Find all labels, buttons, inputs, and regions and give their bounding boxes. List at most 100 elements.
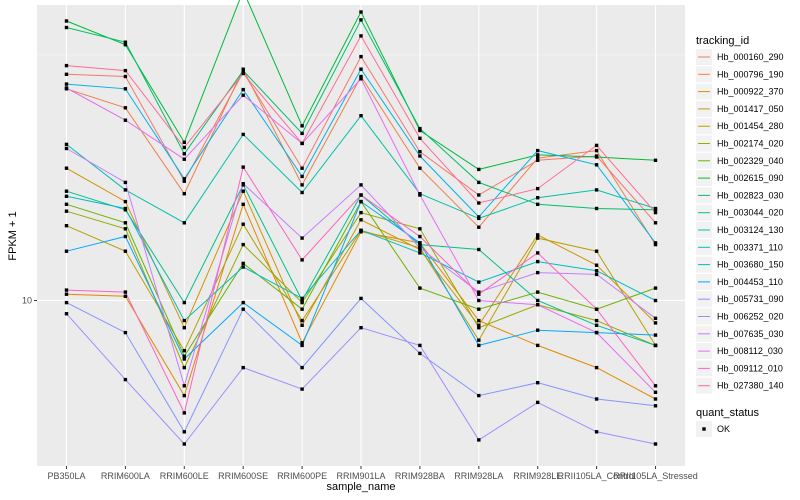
data-point-Hb_000160_290-RRIM600PE [300, 166, 304, 170]
x-tick-label: RRII105LA_Stressed [613, 471, 698, 481]
data-point-Hb_002329_040-RRIM928LA [477, 307, 481, 311]
data-point-Hb_003044_020-RRIM928LE [536, 298, 540, 303]
data-point-Hb_003371_110-PB350LA [64, 194, 69, 198]
data-point-Hb_002329_040-PB350LA [64, 202, 69, 206]
data-point-Hb_002174_020-RRII105LA_Control [594, 318, 599, 323]
data-point-Hb_001454_280-PB350LA [64, 224, 69, 228]
data-point-Hb_000922_370-RRIM600PE [300, 341, 304, 345]
data-point-Hb_009112_010-RRIM600LE [182, 411, 186, 415]
x-tick-label: RRIM600PE [277, 471, 327, 481]
data-point-Hb_007635_030-RRIM928BA [418, 246, 422, 250]
data-point-Hb_007635_030-RRIM928LA [477, 290, 481, 294]
data-point-Hb_002615_090-RRIM928BA [418, 128, 422, 133]
legend-color-entries: Hb_000160_290 Hb_000796_190 Hb_000922_370 H… [696, 49, 784, 394]
data-point-Hb_005731_090-RRIM928BA [418, 351, 422, 356]
data-point-Hb_027380_140-RRII105LA_Stressed [653, 210, 658, 215]
data-point-Hb_001417_050-RRIM928LA [477, 323, 481, 327]
data-point-Hb_007635_030-PB350LA [64, 146, 69, 151]
x-axis-title: sample_name [326, 481, 395, 493]
data-point-Hb_003680_150-RRIM600LA [123, 87, 128, 91]
legend-label-Hb_009112_010: Hb_009112_010 [717, 363, 783, 373]
data-point-Hb_009112_010-RRIM600SE [241, 165, 245, 169]
data-point-Hb_009112_010-RRIM928LA [477, 292, 481, 296]
data-point-Hb_004453_110-RRIM928LA [477, 343, 481, 348]
data-point-Hb_009112_010-RRIM901LA [359, 193, 363, 197]
data-point-Hb_027380_140-RRIM928LE [536, 186, 540, 191]
data-point-Hb_002615_090-RRII105LA_Control [594, 155, 599, 159]
data-point-Hb_002615_090-RRIM600PE [300, 124, 304, 128]
data-point-Hb_000160_290-RRIM901LA [359, 54, 363, 59]
data-point-Hb_001417_050-RRIM901LA [359, 218, 363, 222]
data-point-Hb_001454_280-RRIM600PE [300, 318, 304, 323]
legend-label-Hb_003044_020: Hb_003044_020 [717, 208, 784, 218]
data-point-Hb_008112_030-RRIM928LA [477, 298, 481, 303]
legend-color-title: tracking_id [696, 35, 749, 47]
data-point-Hb_000796_190-RRIM928BA [418, 166, 422, 170]
data-point-Hb_027380_140-RRIM600LE [182, 145, 186, 150]
data-point-Hb_003371_110-RRII105LA_Stressed [653, 298, 658, 303]
data-point-Hb_004453_110-RRIM928LE [536, 328, 540, 332]
data-point-Hb_000160_290-RRIM600LE [182, 179, 186, 183]
data-point-Hb_003680_150-RRIM600LE [182, 177, 186, 181]
data-point-Hb_000796_190-RRIM901LA [359, 74, 363, 79]
data-point-Hb_002615_090-RRIM901LA [359, 10, 363, 14]
data-point-Hb_008112_030-RRII105LA_Control [594, 330, 599, 335]
data-point-Hb_027380_140-RRIM928LA [477, 201, 481, 205]
data-point-Hb_008112_030-RRIM928BA [418, 193, 422, 197]
data-point-Hb_000796_190-RRII105LA_Control [594, 148, 599, 153]
data-point-Hb_001417_050-RRIM600LE [182, 326, 186, 330]
data-point-Hb_004453_110-RRIM600PE [300, 343, 304, 348]
data-point-Hb_002174_020-RRIM928BA [418, 227, 422, 231]
data-point-Hb_004453_110-RRII105LA_Stressed [653, 333, 658, 337]
data-point-Hb_008112_030-PB350LA [64, 86, 69, 90]
data-point-Hb_002823_030-RRII105LA_Control [594, 206, 599, 211]
data-point-Hb_002174_020-RRIM600PE [300, 300, 304, 305]
data-point-Hb_003044_020-RRII105LA_Stressed [653, 343, 658, 348]
legend-label-Hb_004453_110: Hb_004453_110 [717, 277, 783, 287]
data-point-Hb_002174_020-PB350LA [64, 209, 69, 213]
data-point-Hb_027380_140-RRIM600PE [300, 141, 304, 146]
data-point-Hb_009112_010-RRIM928LE [536, 251, 540, 255]
data-point-Hb_001454_280-RRIM928LE [536, 236, 540, 240]
data-point-Hb_002329_040-RRIM928BA [418, 286, 422, 290]
legend-label-Hb_002329_040: Hb_002329_040 [717, 156, 784, 166]
data-point-Hb_003680_150-RRIM901LA [359, 67, 363, 71]
data-point-Hb_002329_040-RRIM600PE [300, 307, 304, 311]
data-point-Hb_007635_030-RRIM600LA [123, 180, 128, 185]
data-point-Hb_003680_150-RRIM928LE [536, 148, 540, 153]
data-point-Hb_002329_040-RRIM928LE [536, 290, 540, 294]
data-point-Hb_000160_290-RRIM928BA [418, 150, 422, 154]
data-point-Hb_003680_150-RRIM600PE [300, 174, 304, 179]
data-point-Hb_007635_030-RRIM600LE [182, 384, 186, 388]
data-point-Hb_027380_140-RRII105LA_Control [594, 143, 599, 148]
data-point-Hb_002823_030-RRIM600LA [123, 40, 128, 44]
data-point-Hb_003371_110-RRIM600LA [123, 206, 128, 211]
data-point-Hb_004453_110-RRIM600LA [123, 234, 128, 239]
data-point-Hb_002174_020-RRIM600LA [123, 227, 128, 231]
legend-label-Hb_003124_130: Hb_003124_130 [717, 225, 784, 235]
data-point-Hb_008112_030-RRIM928LE [536, 303, 540, 307]
y-axis-title: FPKM + 1 [7, 211, 19, 260]
data-point-Hb_004453_110-RRIM600SE [241, 300, 245, 305]
data-point-Hb_002823_030-RRIM928LE [536, 202, 540, 206]
data-point-Hb_005731_090-RRIM928LA [477, 393, 481, 398]
data-point-Hb_000796_190-RRIM928LE [536, 156, 540, 160]
legend-label-Hb_001417_050: Hb_001417_050 [717, 104, 784, 114]
data-point-Hb_008112_030-RRIM600SE [241, 93, 245, 97]
legend-label-Hb_000796_190: Hb_000796_190 [717, 69, 784, 79]
data-point-Hb_003124_130-RRIM600LE [182, 221, 186, 225]
data-point-Hb_003124_130-RRII105LA_Control [594, 188, 599, 192]
legend-shape-title: quant_status [696, 407, 759, 419]
legend-label-Hb_007635_030: Hb_007635_030 [717, 329, 784, 339]
data-point-Hb_005731_090-RRII105LA_Control [594, 397, 599, 401]
data-point-Hb_007635_030-RRIM600PE [300, 236, 304, 240]
data-point-Hb_003124_130-RRIM600LA [123, 188, 128, 192]
legend-shape-key-OK [702, 427, 706, 431]
data-point-Hb_007635_030-RRIM928LE [536, 270, 540, 275]
data-point-Hb_009112_010-RRIM600PE [300, 258, 304, 262]
data-point-Hb_001417_050-RRII105LA_Stressed [653, 321, 658, 325]
data-point-Hb_002823_030-PB350LA [64, 25, 69, 30]
data-point-Hb_006252_020-RRIM901LA [359, 326, 363, 330]
x-tick-label: RRIM600LA [101, 471, 150, 481]
x-tick-label: RRIM600SE [218, 471, 268, 481]
